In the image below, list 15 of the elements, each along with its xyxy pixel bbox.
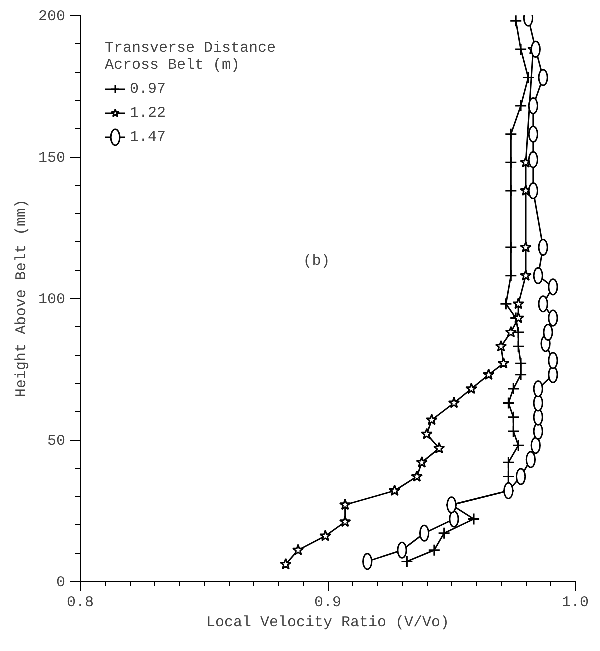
y-tick-label: 150 — [38, 150, 66, 167]
x-axis-title: Local Velocity Ratio (V/Vo) — [206, 614, 450, 632]
x-tick-label: 0.9 — [314, 594, 342, 612]
legend-label: 1.22 — [130, 104, 166, 122]
x-tick-label: 0.8 — [67, 594, 94, 612]
y-tick-label: 200 — [38, 8, 66, 26]
y-tick-label: 50 — [47, 433, 66, 450]
x-tick-label: 1.0 — [562, 594, 590, 612]
legend-label: 0.97 — [130, 80, 166, 98]
legend-label: 1.47 — [130, 128, 166, 146]
legend-title: Transverse Distance Across Belt (m) — [105, 40, 276, 74]
y-axis-title: Height Above Belt (mm) — [13, 199, 30, 398]
y-tick-label: 100 — [38, 292, 66, 308]
y-tick-label: 0 — [56, 574, 66, 592]
annotation: (b) — [303, 253, 330, 270]
